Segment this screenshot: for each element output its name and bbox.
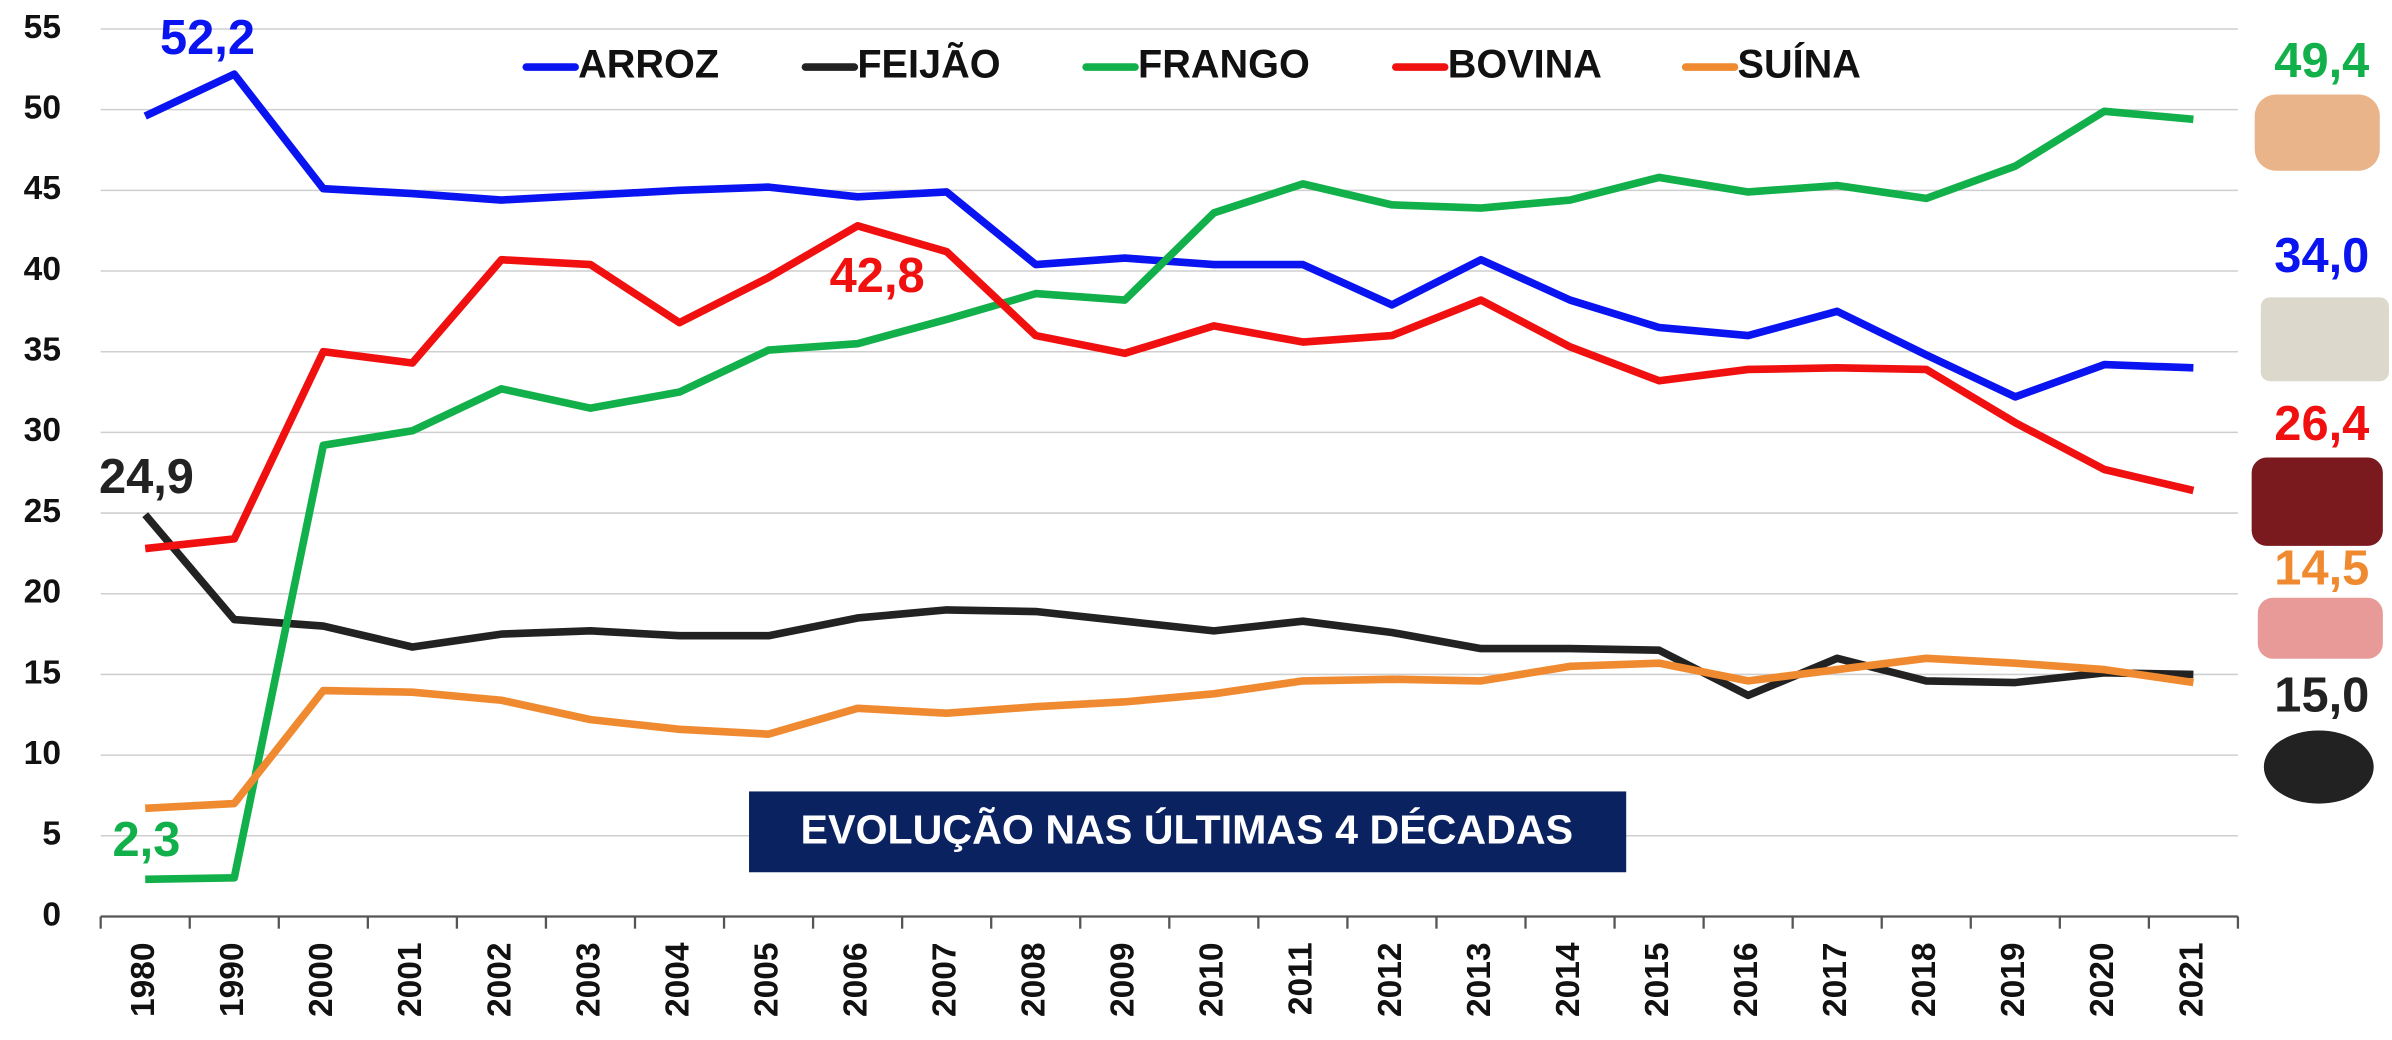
x-tick-label: 2016 <box>1728 942 1765 1017</box>
x-tick-label: 2007 <box>927 942 964 1017</box>
y-tick-label: 30 <box>24 412 61 449</box>
y-tick-label: 40 <box>24 251 61 288</box>
x-tick-label: 2012 <box>1372 942 1409 1017</box>
x-tick-label: 2004 <box>659 942 696 1017</box>
y-tick-label: 15 <box>24 654 61 691</box>
x-tick-label: 1980 <box>125 942 162 1017</box>
legend-label: BOVINA <box>1448 43 1602 87</box>
x-tick-label: 2003 <box>570 942 607 1017</box>
data-label: 42,8 <box>830 249 925 303</box>
x-tick-label: 2018 <box>1906 942 1943 1017</box>
y-tick-label: 10 <box>24 735 61 772</box>
x-tick-label: 2009 <box>1105 942 1142 1017</box>
y-tick-label: 35 <box>24 332 61 369</box>
legend-label: SUÍNA <box>1738 43 1861 87</box>
x-tick-label: 2020 <box>2084 942 2121 1017</box>
data-label: 52,2 <box>160 11 255 65</box>
series-line <box>145 74 2193 397</box>
x-tick-label: 2005 <box>748 942 785 1017</box>
series-line <box>145 111 2193 879</box>
x-tick-label: 2010 <box>1194 942 1231 1017</box>
x-tick-label: 2011 <box>1283 942 1320 1015</box>
x-tick-label: 2008 <box>1016 942 1053 1017</box>
x-tick-label: 2019 <box>1995 942 2032 1017</box>
x-tick-label: 2014 <box>1550 942 1587 1017</box>
beans-icon <box>2264 730 2374 803</box>
y-tick-label: 45 <box>24 170 61 207</box>
x-tick-label: 2001 <box>392 942 429 1017</box>
y-tick-label: 0 <box>42 896 61 933</box>
x-tick-label: 2006 <box>837 942 874 1017</box>
rice-icon <box>2261 297 2389 381</box>
data-label: 24,9 <box>99 450 194 504</box>
y-tick-label: 50 <box>24 90 61 127</box>
y-tick-label: 25 <box>24 493 61 530</box>
data-label: 14,5 <box>2274 542 2369 596</box>
y-tick-label: 55 <box>24 9 61 46</box>
x-tick-label: 2021 <box>2173 942 2210 1017</box>
beef-icon <box>2252 457 2383 545</box>
banner-text: EVOLUÇÃO NAS ÚLTIMAS 4 DÉCADAS <box>801 806 1574 852</box>
data-label: 34,0 <box>2274 229 2369 283</box>
legend-label: FRANGO <box>1138 43 1310 87</box>
legend-label: FEIJÃO <box>857 43 1000 87</box>
data-label: 26,4 <box>2274 397 2369 451</box>
x-tick-label: 2015 <box>1639 942 1676 1017</box>
chicken-icon <box>2255 95 2380 171</box>
series-line <box>145 226 2193 549</box>
x-tick-label: 2002 <box>481 942 518 1017</box>
page: {"chart_data":{"type":"line", "categorie… <box>0 0 2392 1040</box>
pork-icon <box>2258 598 2383 659</box>
chart: 0 5 10 15 20 25 30 35 40 45 50 55 1980 1990 2000 2001 20… <box>0 0 2392 1040</box>
y-tick-label: 20 <box>24 574 61 611</box>
data-label: 2,3 <box>113 813 181 867</box>
x-tick-label: 1990 <box>214 942 251 1017</box>
series-line <box>145 515 2193 696</box>
series-line <box>145 658 2193 808</box>
data-label: 49,4 <box>2274 34 2369 88</box>
legend-label: ARROZ <box>578 43 719 87</box>
x-tick-label: 2000 <box>303 942 340 1017</box>
x-tick-label: 2013 <box>1461 942 1498 1017</box>
x-tick-label: 2017 <box>1817 942 1854 1017</box>
data-label: 15,0 <box>2274 668 2369 722</box>
y-tick-label: 5 <box>42 816 61 853</box>
